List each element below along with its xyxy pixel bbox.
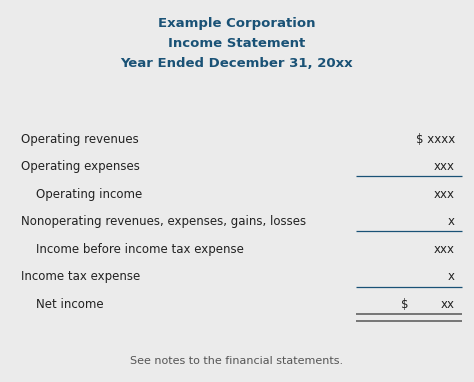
Text: Net income: Net income <box>21 298 104 311</box>
Text: Income tax expense: Income tax expense <box>21 270 141 283</box>
Text: Income Statement: Income Statement <box>168 37 306 50</box>
Text: See notes to the financial statements.: See notes to the financial statements. <box>130 356 344 366</box>
Text: Income before income tax expense: Income before income tax expense <box>21 243 244 256</box>
Text: $: $ <box>401 298 408 311</box>
Text: xxx: xxx <box>434 188 455 201</box>
Text: Operating revenues: Operating revenues <box>21 133 139 146</box>
Text: xxx: xxx <box>434 160 455 173</box>
Text: x: x <box>448 215 455 228</box>
Text: Operating income: Operating income <box>21 188 143 201</box>
Text: $ xxxx: $ xxxx <box>416 133 455 146</box>
Text: x: x <box>448 270 455 283</box>
Text: xx: xx <box>441 298 455 311</box>
Text: Nonoperating revenues, expenses, gains, losses: Nonoperating revenues, expenses, gains, … <box>21 215 307 228</box>
Text: Year Ended December 31, 20xx: Year Ended December 31, 20xx <box>121 57 353 70</box>
Text: Operating expenses: Operating expenses <box>21 160 140 173</box>
Text: xxx: xxx <box>434 243 455 256</box>
Text: Example Corporation: Example Corporation <box>158 17 316 30</box>
